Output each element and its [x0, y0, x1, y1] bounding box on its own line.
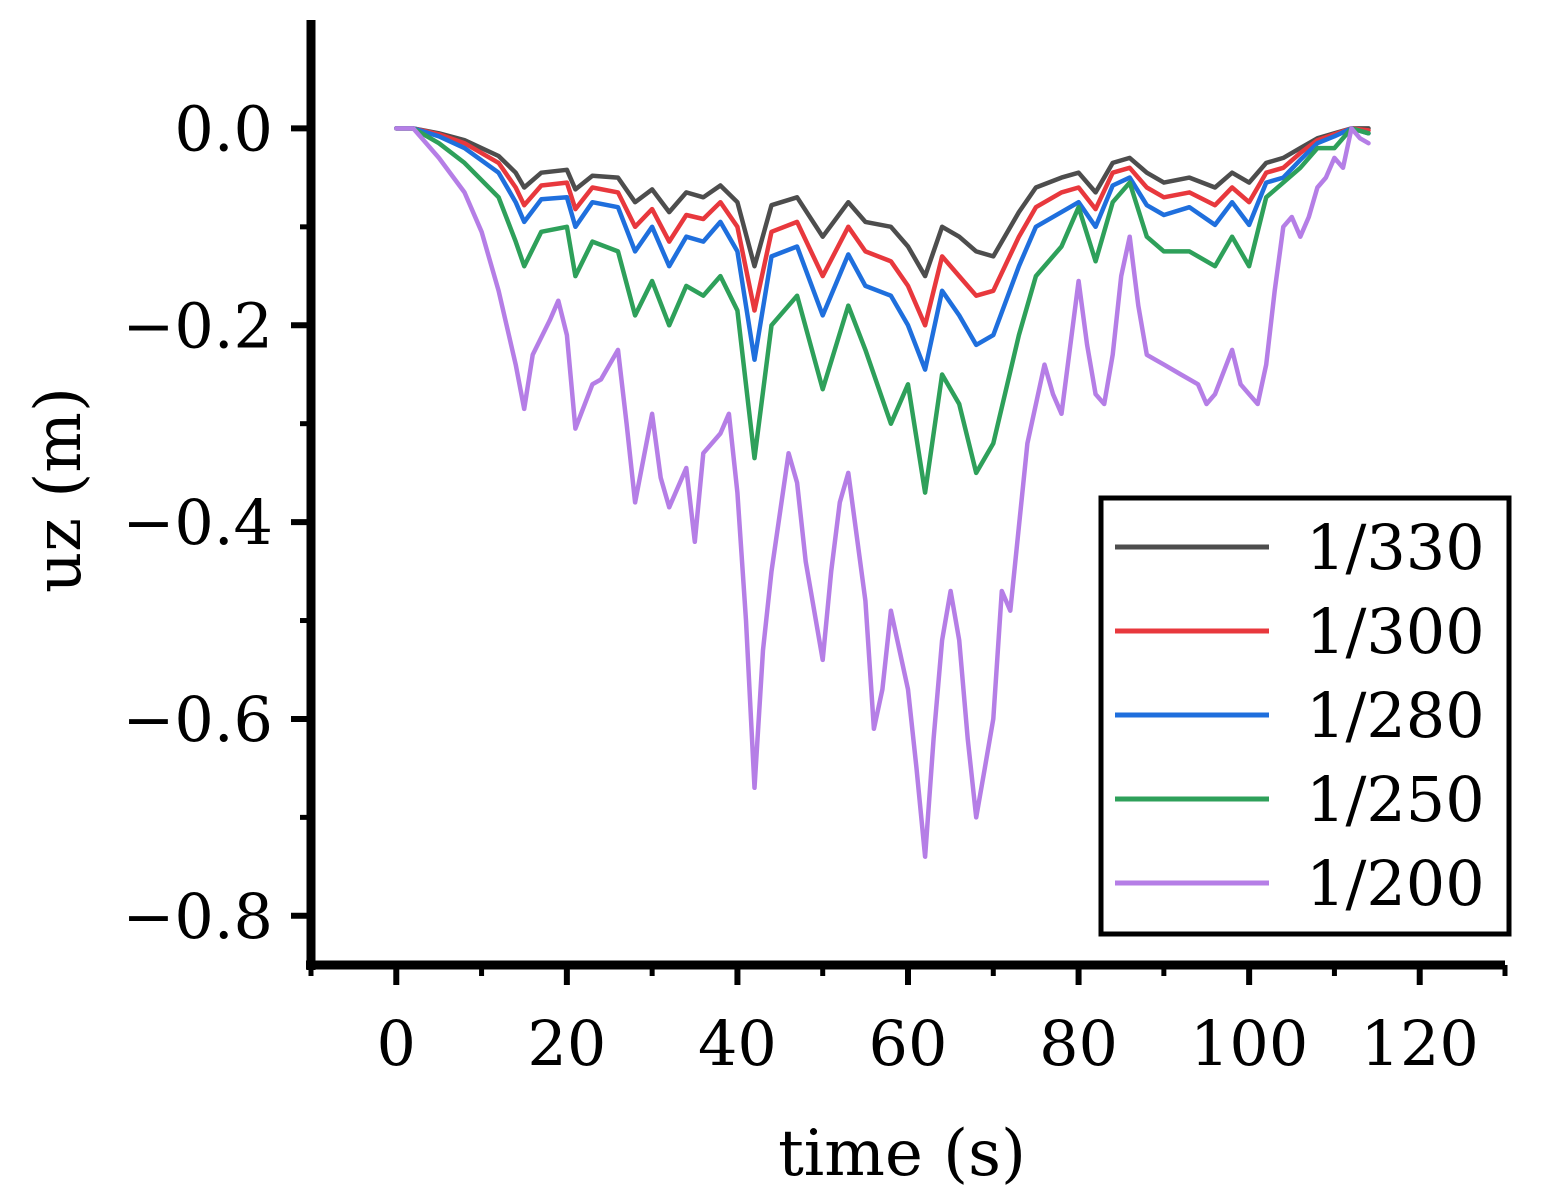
axes-group: 0.0 −0.2 −0.4 −0.6 −0.8 0 20 40 60 80 100 120 — [122, 20, 1508, 1080]
series-line-0 — [394, 126, 1371, 279]
series-line-2 — [394, 126, 1371, 372]
x-tick-label: 120 — [1361, 1007, 1479, 1080]
legend-entry: 1/250 — [1306, 763, 1485, 836]
legend: 1/330 1/300 1/280 1/250 1/200 — [1098, 495, 1512, 937]
x-tick-label: 40 — [698, 1007, 777, 1080]
series-group — [394, 126, 1371, 859]
y-tick-label: −0.4 — [122, 486, 273, 559]
series-line-3 — [394, 126, 1371, 495]
y-tick-label: 0.0 — [174, 92, 273, 165]
x-tick-label: 60 — [869, 1007, 948, 1080]
x-tick-label: 20 — [527, 1007, 606, 1080]
legend-entry: 1/330 — [1306, 511, 1485, 584]
x-axis-label: time (s) — [778, 1117, 1026, 1191]
x-tick-label: 80 — [1039, 1007, 1118, 1080]
x-tick-label: 100 — [1190, 1007, 1308, 1080]
y-axis-label: uz (m) — [22, 387, 96, 593]
legend-entry: 1/200 — [1306, 847, 1485, 920]
legend-entry: 1/300 — [1306, 595, 1485, 668]
x-tick-label: 0 — [377, 1007, 416, 1080]
y-tick-label: −0.2 — [122, 289, 273, 362]
series-line-1 — [394, 126, 1371, 328]
legend-entry: 1/280 — [1306, 679, 1485, 752]
y-tick-label: −0.8 — [122, 880, 273, 953]
series-line-4 — [394, 126, 1371, 859]
y-tick-label: −0.6 — [122, 683, 273, 756]
